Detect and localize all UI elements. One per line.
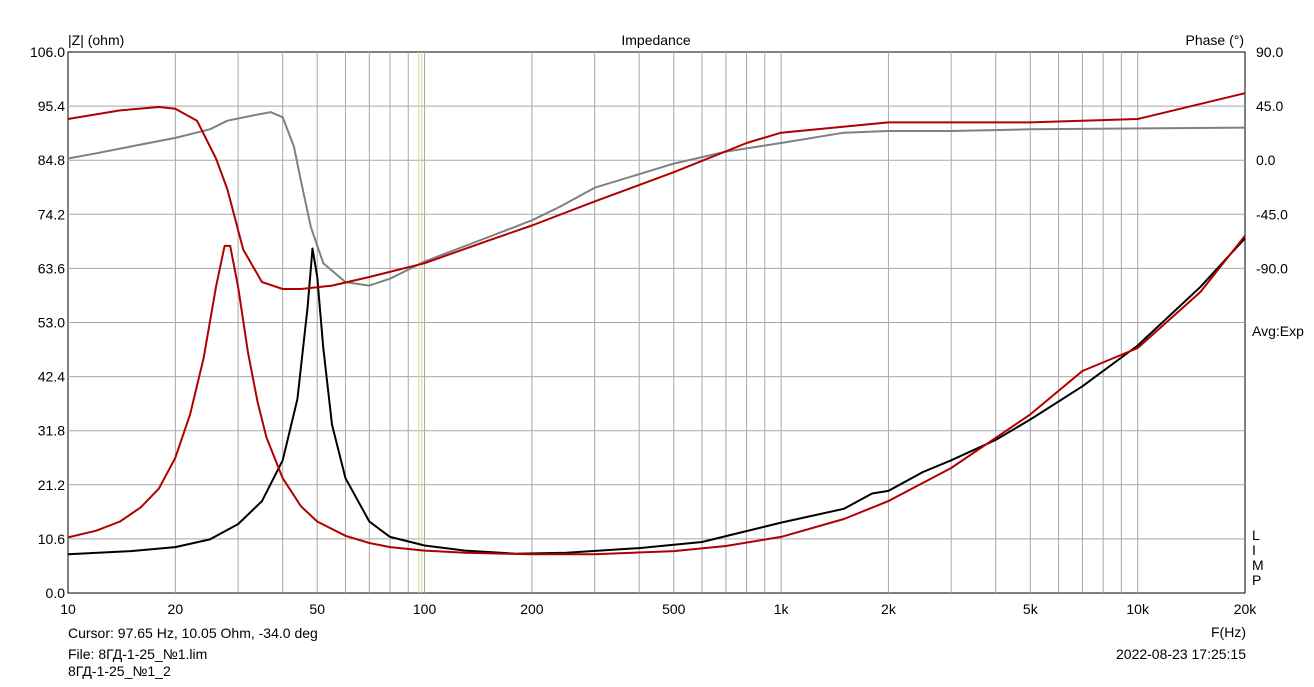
phase-fit-curve xyxy=(67,92,1246,290)
y-axis-right-label: Phase (°) xyxy=(1185,32,1244,48)
y-left-tick-label: 0.0 xyxy=(46,585,66,601)
y-axis-left-label: |Z| (ohm) xyxy=(68,32,124,48)
x-tick-label: 100 xyxy=(413,601,437,617)
file-name: File: 8ГД-1-25_№1.lim xyxy=(68,646,208,662)
y-right-tick-label: 0.0 xyxy=(1256,152,1276,168)
y-left-tick-label: 63.6 xyxy=(38,260,65,276)
limp-letter: P xyxy=(1252,572,1261,588)
y-right-tick-label: -45.0 xyxy=(1256,206,1288,222)
x-tick-label: 1k xyxy=(774,601,790,617)
y-right-tick-label: 90.0 xyxy=(1256,44,1283,60)
axis-layer: 0.0 10.6 21.2 31.8 42.4 53.0 63.6 74.2 84.8 95.4 1… xyxy=(30,44,1288,617)
measurement-name: 8ГД-1-25_№1_2 xyxy=(68,663,171,679)
y-left-tick-label: 42.4 xyxy=(38,369,65,385)
x-tick-label: 10k xyxy=(1126,601,1150,617)
y-left-tick-label: 53.0 xyxy=(38,315,65,331)
y-left-tick-label: 74.2 xyxy=(38,206,65,222)
y-right-tick-label: 45.0 xyxy=(1256,98,1283,114)
y-left-tick-label: 10.6 xyxy=(38,531,65,547)
avg-label: Avg:Exp xyxy=(1252,323,1304,339)
phase-measured-curve xyxy=(67,111,1246,287)
grid-layer xyxy=(67,51,1246,594)
y-left-tick-label: 106.0 xyxy=(30,44,65,60)
impedance-fit-curve xyxy=(67,235,1246,556)
y-left-tick-label: 21.2 xyxy=(38,477,65,493)
y-right-tick-label: -90.0 xyxy=(1256,260,1288,276)
cursor-layer xyxy=(418,52,423,593)
x-tick-label: 200 xyxy=(520,601,544,617)
x-tick-label: 5k xyxy=(1023,601,1039,617)
x-tick-label: 500 xyxy=(662,601,686,617)
limp-letter: L xyxy=(1252,527,1260,543)
x-tick-label: 20 xyxy=(168,601,184,617)
limp-letter: I xyxy=(1252,542,1256,558)
y-left-tick-label: 95.4 xyxy=(38,98,65,114)
x-tick-label: 2k xyxy=(881,601,897,617)
limp-letter: M xyxy=(1252,557,1264,573)
series-layer xyxy=(67,92,1246,556)
cursor-readout: Cursor: 97.65 Hz, 10.05 Ohm, -34.0 deg xyxy=(68,625,318,641)
timestamp: 2022-08-23 17:25:15 xyxy=(1116,646,1246,662)
impedance-measured-curve xyxy=(67,237,1246,556)
y-left-tick-label: 84.8 xyxy=(38,152,65,168)
x-axis-label: F(Hz) xyxy=(1211,624,1246,640)
x-tick-label: 20k xyxy=(1234,601,1258,617)
x-tick-label: 10 xyxy=(60,601,76,617)
y-left-tick-label: 31.8 xyxy=(38,423,65,439)
chart-title: Impedance xyxy=(621,32,690,48)
x-tick-label: 50 xyxy=(309,601,325,617)
